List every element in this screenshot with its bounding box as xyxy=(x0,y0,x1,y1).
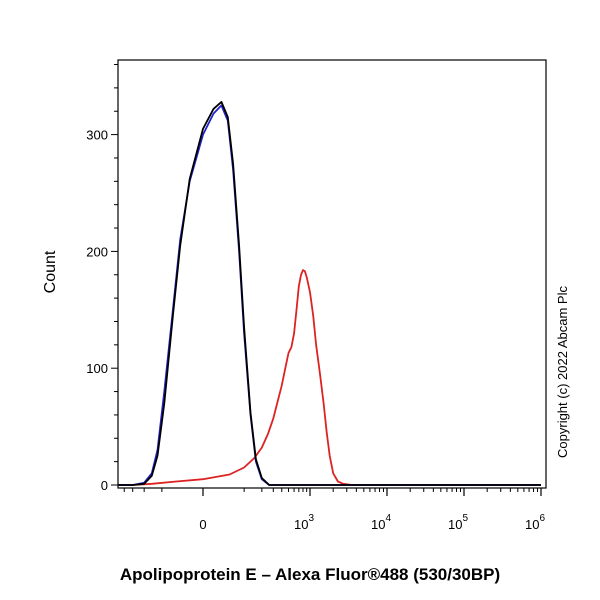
x-axis-label: Apolipoprotein E – Alexa Fluor®488 (530/… xyxy=(120,565,500,584)
x-tick-label: 104 xyxy=(371,513,391,532)
series-line-2 xyxy=(118,104,541,486)
y-axis: 0 100 200 300 xyxy=(86,64,118,493)
series-line-1 xyxy=(118,269,541,486)
x-axis: 0 103 104 105 106 xyxy=(123,488,545,532)
copyright-annotation: Copyright (c) 2022 Abcam Plc xyxy=(555,286,570,458)
series-group xyxy=(118,101,541,486)
y-axis-label: Count xyxy=(42,250,59,293)
y-tick-label: 300 xyxy=(86,128,108,143)
y-tick-label: 200 xyxy=(86,244,108,259)
x-tick-label: 106 xyxy=(525,513,545,532)
plot-frame xyxy=(117,59,547,489)
x-tick-label: 0 xyxy=(199,517,206,532)
x-tick-label: 103 xyxy=(294,513,314,532)
y-tick-label: 0 xyxy=(101,478,108,493)
series-line-3 xyxy=(118,101,541,486)
x-tick-label: 105 xyxy=(448,513,468,532)
y-tick-label: 100 xyxy=(86,361,108,376)
